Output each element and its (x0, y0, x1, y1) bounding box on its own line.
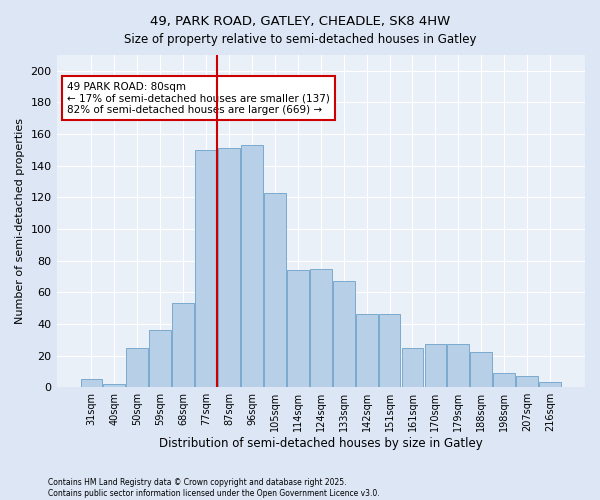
Bar (80, 380, 103, 387)
Bar (539, 382, 561, 387)
Bar (401, 348, 424, 387)
Bar (448, 344, 469, 387)
Bar (493, 373, 515, 387)
Bar (333, 281, 355, 387)
Bar (103, 384, 125, 387)
Bar (127, 348, 148, 387)
Bar (516, 376, 538, 387)
Y-axis label: Number of semi-detached properties: Number of semi-detached properties (15, 118, 25, 324)
Text: 49 PARK ROAD: 80sqm
← 17% of semi-detached houses are smaller (137)
82% of semi-: 49 PARK ROAD: 80sqm ← 17% of semi-detach… (67, 82, 330, 115)
Bar (379, 314, 400, 387)
Bar (310, 268, 332, 387)
Bar (470, 352, 492, 387)
Bar (195, 150, 217, 387)
Bar (218, 148, 240, 387)
Bar (149, 330, 171, 387)
Bar (172, 304, 194, 387)
X-axis label: Distribution of semi-detached houses by size in Gatley: Distribution of semi-detached houses by … (159, 437, 482, 450)
Bar (287, 270, 309, 387)
Bar (241, 145, 263, 387)
Text: Contains HM Land Registry data © Crown copyright and database right 2025.
Contai: Contains HM Land Registry data © Crown c… (48, 478, 380, 498)
Bar (425, 344, 446, 387)
Bar (264, 192, 286, 387)
Text: Size of property relative to semi-detached houses in Gatley: Size of property relative to semi-detach… (124, 32, 476, 46)
Text: 49, PARK ROAD, GATLEY, CHEADLE, SK8 4HW: 49, PARK ROAD, GATLEY, CHEADLE, SK8 4HW (150, 15, 450, 28)
Bar (356, 314, 377, 387)
